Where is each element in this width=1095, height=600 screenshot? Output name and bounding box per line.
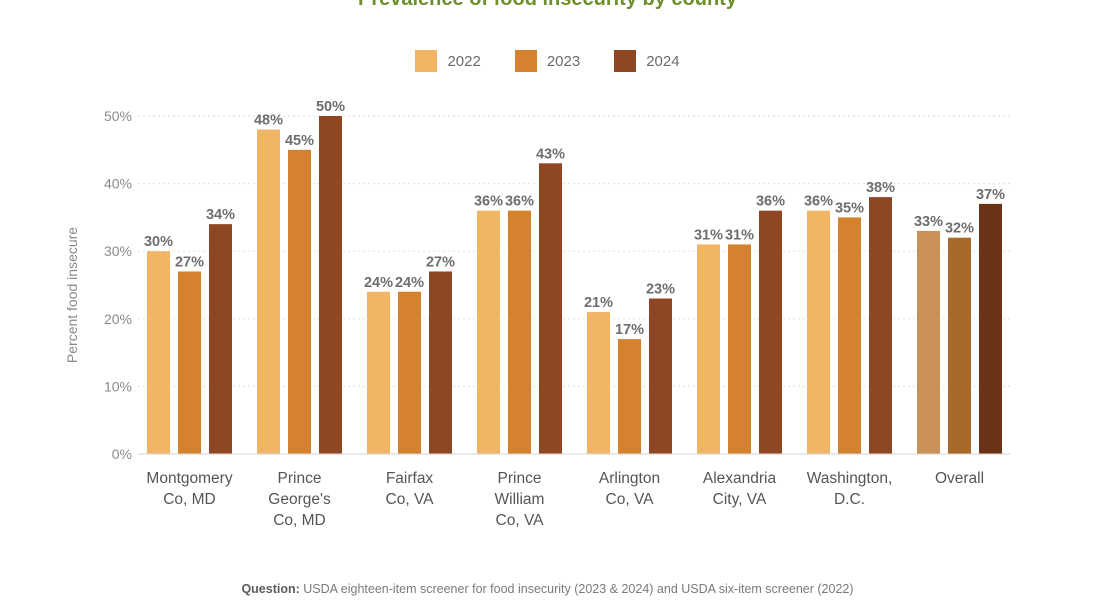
x-tick-label: Overall <box>935 470 984 487</box>
legend-item-2024: 2024 <box>614 50 680 72</box>
bar <box>508 210 531 454</box>
x-tick-label: William <box>495 491 545 508</box>
data-label: 45% <box>285 133 314 149</box>
x-tick-label: Co, VA <box>606 491 655 508</box>
bar <box>288 149 311 455</box>
legend-label-2024: 2024 <box>646 52 680 70</box>
data-label: 24% <box>395 275 424 291</box>
bar <box>618 339 641 454</box>
bar <box>209 224 232 454</box>
bar <box>257 129 280 454</box>
data-label: 21% <box>584 295 613 311</box>
x-tick-label: George's <box>268 491 331 508</box>
x-tick-label: Prince <box>278 470 322 487</box>
bar <box>147 251 170 454</box>
y-tick-label: 50% <box>104 108 132 124</box>
bar <box>728 244 751 454</box>
bar <box>539 163 562 454</box>
data-label: 23% <box>646 282 675 298</box>
data-label: 36% <box>756 194 785 210</box>
chart-title: Prevalence of food insecurity by county <box>0 0 1095 11</box>
x-tick-label: Fairfax <box>386 470 434 487</box>
bar <box>697 244 720 454</box>
legend-label-2023: 2023 <box>546 52 581 70</box>
data-label: 31% <box>725 227 754 243</box>
bar <box>587 312 610 454</box>
data-label: 36% <box>474 194 503 210</box>
bar <box>178 271 201 454</box>
x-tick-label: Co, VA <box>386 491 435 508</box>
legend-swatch-2024 <box>614 50 637 72</box>
x-tick-label: Washington, <box>807 470 893 487</box>
data-label: 17% <box>615 322 644 338</box>
footnote-text: USDA eighteen-item screener for food ins… <box>299 582 854 596</box>
data-label: 24% <box>364 275 393 291</box>
bar <box>948 237 971 454</box>
data-label: 38% <box>866 180 895 196</box>
bar <box>759 210 782 454</box>
data-label: 30% <box>144 234 173 250</box>
x-tick-label: D.C. <box>834 491 865 508</box>
y-axis-label: Percent food insecure <box>64 227 80 363</box>
bar <box>398 291 421 454</box>
data-label: 48% <box>254 113 283 129</box>
bar <box>807 210 830 454</box>
y-tick-label: 0% <box>112 446 132 462</box>
legend-swatch-2023 <box>514 50 537 72</box>
bar <box>838 217 861 454</box>
data-label: 33% <box>914 214 943 230</box>
chart-legend: 2022 2023 2024 <box>0 50 1095 72</box>
data-label: 36% <box>804 194 833 210</box>
x-tick-label: Alexandria <box>703 470 777 487</box>
bar <box>477 210 500 454</box>
y-tick-label: 10% <box>104 378 132 394</box>
legend-item-2023: 2023 <box>514 50 581 72</box>
y-tick-label: 40% <box>104 176 132 192</box>
x-tick-label: City, VA <box>713 491 767 508</box>
data-label: 35% <box>835 200 864 216</box>
bar-chart: 0% 10% 20% 30% 40% 50% Percent food insecure 30… <box>64 99 1010 529</box>
legend-swatch-2022 <box>415 50 438 72</box>
y-tick-label: 20% <box>104 311 132 327</box>
data-label: 27% <box>426 254 455 270</box>
bar <box>869 197 892 454</box>
footnote: Question: USDA eighteen-item screener fo… <box>0 582 1095 596</box>
data-label: 27% <box>175 254 204 270</box>
footnote-label: Question: <box>241 582 300 596</box>
bar <box>429 271 452 454</box>
legend-label-2022: 2022 <box>447 52 481 70</box>
data-label: 31% <box>694 227 723 243</box>
x-tick-label: Co, MD <box>163 491 216 508</box>
x-tick-label: Prince <box>498 470 542 487</box>
x-tick-label: Co, VA <box>496 512 545 529</box>
bar <box>979 203 1002 454</box>
data-label: 32% <box>945 221 974 237</box>
data-label: 37% <box>976 187 1005 203</box>
x-tick-label: Arlington <box>599 470 660 487</box>
x-tick-label: Montgomery <box>146 470 232 487</box>
y-tick-label: 30% <box>104 243 132 259</box>
bar <box>367 291 390 454</box>
bar <box>917 230 940 454</box>
data-label: 36% <box>505 194 534 210</box>
bar <box>319 116 342 454</box>
data-label: 34% <box>206 207 235 223</box>
data-label: 50% <box>316 99 345 115</box>
x-tick-label: Co, MD <box>273 512 326 529</box>
legend-item-2022: 2022 <box>415 50 481 72</box>
data-label: 43% <box>536 146 565 162</box>
bar <box>649 298 672 454</box>
